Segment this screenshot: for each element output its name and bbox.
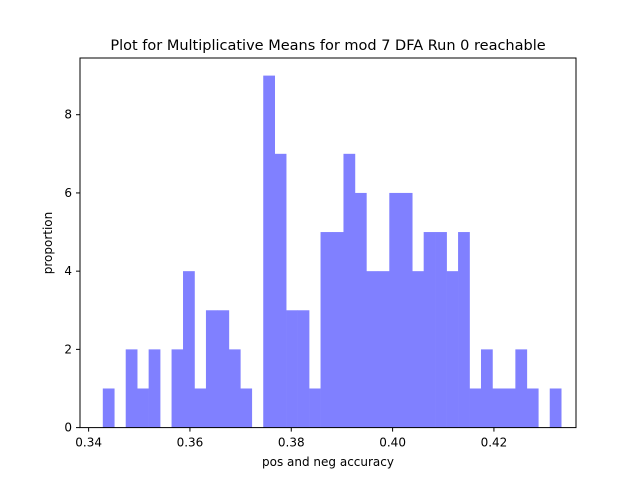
histogram-bar bbox=[297, 310, 310, 428]
histogram-bar bbox=[515, 349, 528, 428]
histogram-bar bbox=[332, 232, 344, 428]
histogram-bar bbox=[171, 349, 184, 428]
x-axis-label: pos and neg accuracy bbox=[262, 455, 394, 469]
bars-group bbox=[102, 75, 562, 428]
histogram-bar bbox=[469, 388, 482, 428]
histogram-bar bbox=[228, 349, 241, 428]
histogram-bar bbox=[194, 388, 207, 428]
histogram-bar bbox=[286, 310, 298, 428]
histogram-bar bbox=[274, 153, 287, 428]
histogram-bar bbox=[183, 271, 195, 428]
histogram-bar bbox=[343, 153, 356, 428]
plot-frame bbox=[79, 57, 577, 429]
x-axis-ticks: 0.34 0.36 0.38 0.40 0.42 bbox=[75, 427, 508, 450]
histogram-bar bbox=[217, 310, 230, 428]
y-axis-label: proportion bbox=[41, 212, 55, 275]
x-tick-label: 0.38 bbox=[278, 436, 305, 450]
histogram-bar bbox=[240, 388, 253, 428]
x-tick-label: 0.40 bbox=[379, 436, 406, 450]
x-tick-label: 0.36 bbox=[177, 436, 204, 450]
histogram-bar bbox=[366, 271, 379, 428]
histogram-bar bbox=[309, 388, 321, 428]
histogram-bar bbox=[148, 349, 161, 428]
histogram-bar bbox=[400, 192, 413, 428]
y-tick-label: 4 bbox=[64, 264, 72, 278]
histogram-bar bbox=[503, 388, 516, 428]
x-tick-label: 0.42 bbox=[481, 436, 508, 450]
histogram-bar bbox=[446, 271, 459, 428]
histogram-bar bbox=[377, 271, 390, 428]
y-tick-label: 2 bbox=[64, 342, 72, 356]
histogram-bar bbox=[125, 349, 138, 428]
y-tick-label: 0 bbox=[64, 421, 72, 435]
histogram-bar bbox=[263, 75, 276, 428]
y-tick-label: 6 bbox=[64, 186, 72, 200]
histogram-bar bbox=[354, 192, 367, 428]
histogram-bar bbox=[389, 192, 402, 428]
histogram-bar bbox=[137, 388, 149, 428]
histogram-bar bbox=[205, 310, 218, 428]
histogram-bar bbox=[526, 388, 539, 428]
histogram-bar bbox=[320, 232, 333, 428]
histogram-bar bbox=[102, 388, 115, 428]
histogram-bar bbox=[480, 349, 493, 428]
histogram-bar bbox=[458, 232, 470, 428]
histogram-bar bbox=[492, 388, 505, 428]
histogram-bar bbox=[423, 232, 436, 428]
y-axis-ticks: 0 2 4 6 8 bbox=[64, 108, 80, 435]
histogram-bar bbox=[435, 232, 447, 428]
x-tick-label: 0.34 bbox=[75, 436, 102, 450]
chart-title: Plot for Multiplicative Means for mod 7 … bbox=[110, 38, 545, 54]
histogram-bar bbox=[549, 388, 562, 428]
histogram-bar bbox=[412, 271, 424, 428]
y-tick-label: 8 bbox=[64, 108, 72, 122]
